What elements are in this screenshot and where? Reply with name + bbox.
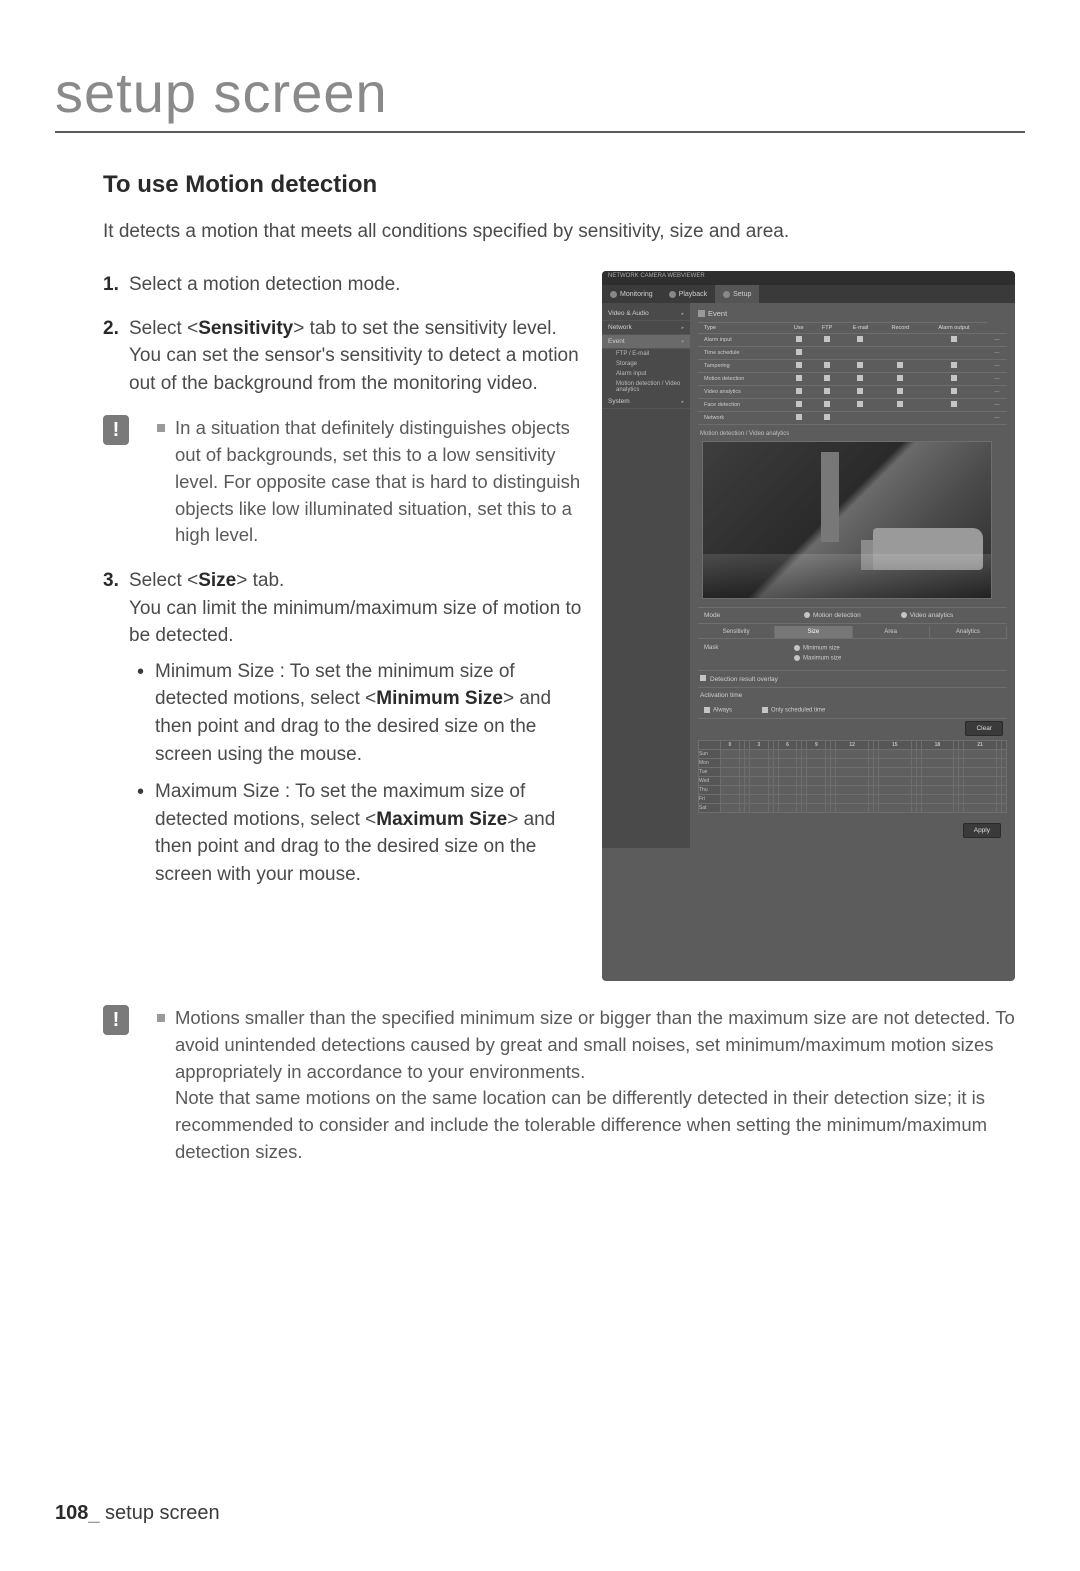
ss-schedule-grid[interactable]: 036912151821 SunMonTueWedThuFriSat xyxy=(698,740,1007,813)
page-footer: 108_ setup screen xyxy=(55,1502,220,1525)
event-icon xyxy=(698,310,705,317)
side-ftp[interactable]: FTP / E-mail xyxy=(602,349,690,359)
steps-list: Select a motion detection mode. Select <… xyxy=(103,271,584,397)
ss-video-preview[interactable] xyxy=(702,441,992,599)
chevron-icon: ▸ xyxy=(681,399,684,405)
ss-event-table: TypeUseFTPE-mailRecordAlarm output Alarm… xyxy=(698,322,1007,425)
ss-config-tabs: Sensitivity Size Area Analytics xyxy=(698,626,1007,639)
caution-icon: ! xyxy=(103,415,129,445)
monitor-icon xyxy=(610,291,617,298)
note-2-p2: Note that same motions on the same locat… xyxy=(175,1087,987,1162)
page-number: 108 xyxy=(55,1502,88,1524)
step-3: Select <Size> tab. You can limit the min… xyxy=(103,567,584,888)
ss-tab-playback[interactable]: Playback xyxy=(661,285,715,303)
radio-icon xyxy=(901,612,907,618)
step-3-desc: You can limit the minimum/maximum size o… xyxy=(129,598,581,647)
size-sublist: Minimum Size : To set the minimum size o… xyxy=(129,658,584,888)
page-title: setup screen xyxy=(55,60,1025,133)
note-1: ! In a situation that definitely disting… xyxy=(103,415,584,549)
side-event[interactable]: Event▾ xyxy=(602,335,690,349)
act-sched[interactable]: Only scheduled time xyxy=(762,707,825,714)
ss-topnav: Monitoring Playback Setup xyxy=(602,285,1015,303)
act-always[interactable]: Always xyxy=(704,707,732,714)
tab-analytics[interactable]: Analytics xyxy=(930,626,1007,638)
note-2-text: Motions smaller than the specified minim… xyxy=(147,1005,1015,1166)
intro-text: It detects a motion that meets all condi… xyxy=(103,221,1015,243)
radio-icon xyxy=(794,645,800,651)
mode-opt-va[interactable]: Video analytics xyxy=(901,612,954,619)
chevron-icon: ▸ xyxy=(681,325,684,331)
footer-label: setup screen xyxy=(100,1502,220,1524)
side-system[interactable]: System▸ xyxy=(602,395,690,409)
tab-sensitivity[interactable]: Sensitivity xyxy=(698,626,775,638)
side-motion[interactable]: Motion detection / Video analytics xyxy=(602,379,690,395)
size-term: Size xyxy=(198,570,236,591)
ss-mode-row: Mode Motion detection Video analytics xyxy=(698,607,1007,624)
size-opt-min[interactable]: Minimum size xyxy=(794,645,841,652)
activation-label: Activation time xyxy=(698,687,1007,703)
max-term: Maximum Size xyxy=(376,809,507,830)
overlay-label: Detection result overlay xyxy=(698,670,1007,687)
side-video-audio[interactable]: Video & Audio▸ xyxy=(602,307,690,321)
ss-tab-monitoring[interactable]: Monitoring xyxy=(602,285,661,303)
preview-floor xyxy=(703,554,991,598)
tab-size[interactable]: Size xyxy=(775,626,852,638)
sensitivity-term: Sensitivity xyxy=(198,318,293,339)
mask-label: Mask xyxy=(704,645,764,651)
ss-titlebar: NETWORK CAMERA WEBVIEWER xyxy=(602,271,1015,285)
clear-button[interactable]: Clear xyxy=(965,721,1003,736)
note-2-p1: Motions smaller than the specified minim… xyxy=(175,1007,1015,1082)
apply-button[interactable]: Apply xyxy=(963,823,1001,838)
side-storage[interactable]: Storage xyxy=(602,359,690,369)
ss-sidebar: Video & Audio▸ Network▸ Event▾ FTP / E-m… xyxy=(602,303,690,848)
step-2-pre: Select < xyxy=(129,318,198,339)
step-2: Select <Sensitivity> tab to set the sens… xyxy=(103,315,584,398)
min-term: Minimum Size xyxy=(376,688,503,709)
app-screenshot: NETWORK CAMERA WEBVIEWER Monitoring Play… xyxy=(602,271,1015,981)
radio-icon xyxy=(794,655,800,661)
size-opt-max[interactable]: Maximum size xyxy=(794,655,841,662)
chevron-icon: ▸ xyxy=(681,311,684,317)
mode-label: Mode xyxy=(704,612,764,619)
footer-underscore: _ xyxy=(88,1502,99,1524)
checkbox-icon xyxy=(762,707,768,713)
ss-size-row: Mask Minimum size Maximum size xyxy=(698,639,1007,670)
mode-opt-md[interactable]: Motion detection xyxy=(804,612,861,619)
chevron-down-icon: ▾ xyxy=(681,339,684,345)
activation-row: Always Only scheduled time xyxy=(698,703,1007,719)
content-area: To use Motion detection It detects a mot… xyxy=(55,171,1025,1166)
ss-main-header: Event xyxy=(698,309,1007,318)
side-alarm[interactable]: Alarm input xyxy=(602,369,690,379)
side-network[interactable]: Network▸ xyxy=(602,321,690,335)
ss-main: Event TypeUseFTPE-mailRecordAlarm output… xyxy=(690,303,1015,848)
caution-icon: ! xyxy=(103,1005,129,1035)
radio-icon xyxy=(804,612,810,618)
preview-pillar xyxy=(821,452,839,542)
note-2: ! Motions smaller than the specified min… xyxy=(103,1005,1015,1166)
steps-list-cont: Select <Size> tab. You can limit the min… xyxy=(103,567,584,888)
setup-icon xyxy=(723,291,730,298)
ss-preview-caption: Motion detection / Video analytics xyxy=(700,431,1007,437)
step-3-post: > tab. xyxy=(236,570,284,591)
playback-icon xyxy=(669,291,676,298)
tab-area[interactable]: Area xyxy=(853,626,930,638)
step-1: Select a motion detection mode. xyxy=(103,271,584,299)
checkbox-icon xyxy=(704,707,710,713)
max-size-item: Maximum Size : To set the maximum size o… xyxy=(133,778,584,888)
step-3-pre: Select < xyxy=(129,570,198,591)
min-size-item: Minimum Size : To set the minimum size o… xyxy=(133,658,584,768)
section-heading: To use Motion detection xyxy=(103,171,1015,199)
note-1-text: In a situation that definitely distingui… xyxy=(147,415,584,549)
ss-tab-setup[interactable]: Setup xyxy=(715,285,759,303)
